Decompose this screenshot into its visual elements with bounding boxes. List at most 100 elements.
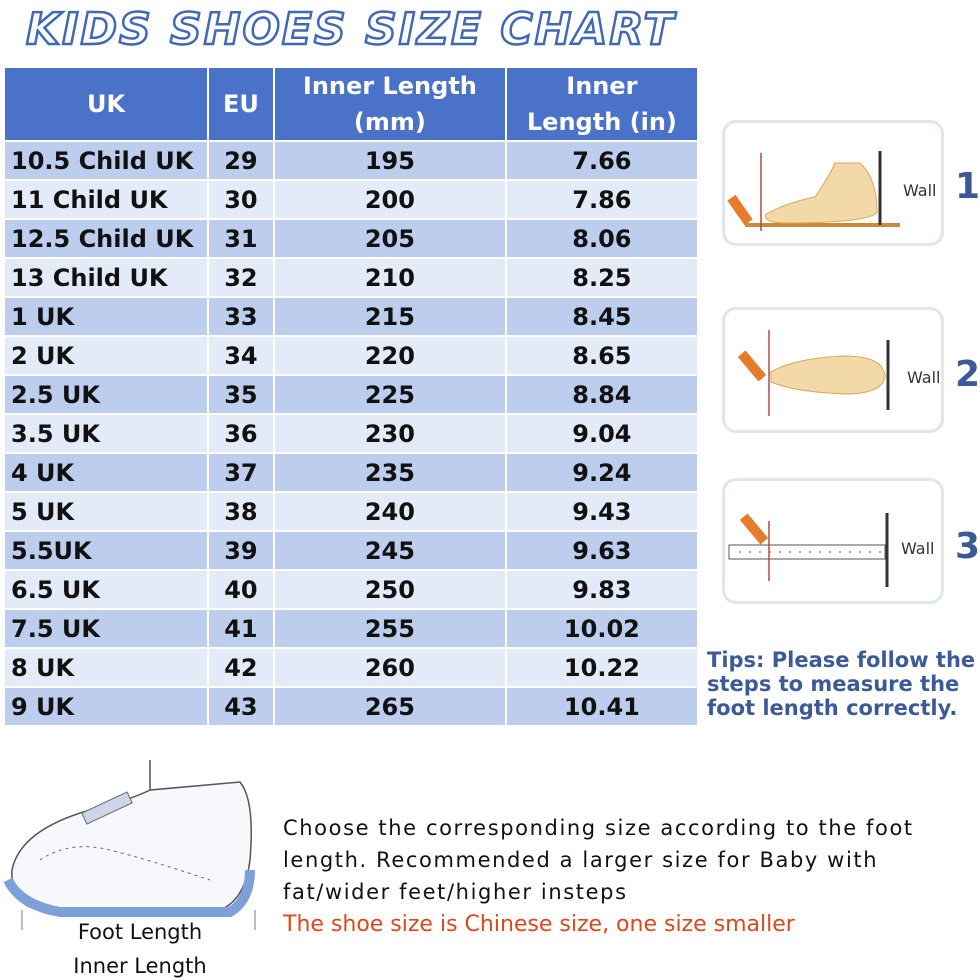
table-cell: 8.45 bbox=[504, 296, 699, 337]
table-row: 7.5 UK 41 255 10.02 bbox=[3, 608, 699, 649]
table-row: 3.5 UK 36 230 9.04 bbox=[3, 413, 699, 454]
size-table: UK EU Inner Length (mm) Inner Length (in) 1… bbox=[3, 66, 699, 727]
table-row: 13 Child UK 32 210 8.25 bbox=[3, 257, 699, 298]
step-image: Wall bbox=[722, 478, 944, 604]
table-cell: 7.5 UK bbox=[3, 608, 209, 649]
table-cell: 9 UK bbox=[3, 686, 209, 727]
table-cell: 41 bbox=[207, 608, 275, 649]
table-cell: 39 bbox=[207, 530, 275, 571]
table-cell: 245 bbox=[272, 530, 507, 571]
table-cell: 9.63 bbox=[504, 530, 699, 571]
table-cell: 265 bbox=[272, 686, 507, 727]
step-number: 1 bbox=[955, 166, 980, 207]
table-cell: 4 UK bbox=[3, 452, 209, 493]
table-cell: 35 bbox=[207, 374, 275, 415]
wall-label: Wall bbox=[903, 181, 937, 200]
table-cell: 10.41 bbox=[504, 686, 699, 727]
header-cell: Inner Length (in) bbox=[504, 66, 699, 142]
header-row: UK EU Inner Length (mm) Inner Length (in) bbox=[3, 66, 699, 142]
table-cell: 215 bbox=[272, 296, 507, 337]
table-cell: 250 bbox=[272, 569, 507, 610]
header-cell: UK bbox=[3, 66, 209, 142]
title: KIDS SHOES SIZE CHART bbox=[25, 3, 676, 57]
table-cell: 8.84 bbox=[504, 374, 699, 415]
table-cell: 195 bbox=[272, 140, 507, 181]
table-cell: 7.86 bbox=[504, 179, 699, 220]
shoe-drawing bbox=[3, 760, 256, 930]
inner-length-label: Inner Length bbox=[73, 954, 207, 978]
table-cell: 34 bbox=[207, 335, 275, 376]
size-note: The shoe size is Chinese size, one size … bbox=[283, 912, 795, 937]
table-cell: 6.5 UK bbox=[3, 569, 209, 610]
table-cell: 200 bbox=[272, 179, 507, 220]
table-row: 4 UK 37 235 9.24 bbox=[3, 452, 699, 493]
table-cell: 8 UK bbox=[3, 647, 209, 688]
step-image: Wall bbox=[722, 120, 944, 246]
table-cell: 240 bbox=[272, 491, 507, 532]
table-cell: 8.65 bbox=[504, 335, 699, 376]
table-cell: 2.5 UK bbox=[3, 374, 209, 415]
table-cell: 9.43 bbox=[504, 491, 699, 532]
table-cell: 205 bbox=[272, 218, 507, 259]
table-cell: 9.04 bbox=[504, 413, 699, 454]
table-row: 12.5 Child UK 31 205 8.06 bbox=[3, 218, 699, 259]
table-cell: 29 bbox=[207, 140, 275, 181]
table-cell: 32 bbox=[207, 257, 275, 298]
header-cell: Inner Length (mm) bbox=[272, 66, 507, 142]
ruler-drawing bbox=[728, 513, 889, 587]
table-cell: 10.22 bbox=[504, 647, 699, 688]
tips: Tips: Please follow the steps to measure… bbox=[707, 648, 976, 720]
table-cell: 260 bbox=[272, 647, 507, 688]
table-cell: 13 Child UK bbox=[3, 257, 209, 298]
table-cell: 33 bbox=[207, 296, 275, 337]
table-row: 8 UK 42 260 10.22 bbox=[3, 647, 699, 688]
table-cell: 43 bbox=[207, 686, 275, 727]
step-number: 2 bbox=[955, 354, 980, 395]
table-cell: 30 bbox=[207, 179, 275, 220]
table-cell: 8.25 bbox=[504, 257, 699, 298]
step-image: Wall bbox=[722, 307, 944, 433]
table-cell: 38 bbox=[207, 491, 275, 532]
table-row: 2.5 UK 35 225 8.84 bbox=[3, 374, 699, 415]
table-row: 1 UK 33 215 8.45 bbox=[3, 296, 699, 337]
table-row: 5 UK 38 240 9.43 bbox=[3, 491, 699, 532]
table-cell: 2 UK bbox=[3, 335, 209, 376]
header-cell: EU bbox=[207, 66, 275, 142]
foot-length-label: Foot Length bbox=[77, 920, 203, 944]
table-cell: 11 Child UK bbox=[3, 179, 209, 220]
table-cell: 9.83 bbox=[504, 569, 699, 610]
wall-label: Wall bbox=[901, 539, 935, 558]
table-row: 5.5UK 39 245 9.63 bbox=[3, 530, 699, 571]
table-row: 6.5 UK 40 250 9.83 bbox=[3, 569, 699, 610]
table-cell: 8.06 bbox=[504, 218, 699, 259]
table-cell: 31 bbox=[207, 218, 275, 259]
table-row: 11 Child UK 30 200 7.86 bbox=[3, 179, 699, 220]
table-row: 2 UK 34 220 8.65 bbox=[3, 335, 699, 376]
description: Choose the corresponding size according … bbox=[283, 816, 914, 904]
table-cell: 12.5 Child UK bbox=[3, 218, 209, 259]
table-cell: 37 bbox=[207, 452, 275, 493]
table-cell: 9.24 bbox=[504, 452, 699, 493]
table-cell: 10.5 Child UK bbox=[3, 140, 209, 181]
table-row: 9 UK 43 265 10.41 bbox=[3, 686, 699, 727]
table-body: 10.5 Child UK 29 195 7.66 11 Child UK 30 200 7.… bbox=[3, 140, 699, 727]
foot-drawing bbox=[737, 330, 890, 416]
table-row: 10.5 Child UK 29 195 7.66 bbox=[3, 140, 699, 181]
table-cell: 42 bbox=[207, 647, 275, 688]
wall-label: Wall bbox=[907, 368, 941, 387]
table-cell: 5 UK bbox=[3, 491, 209, 532]
table-cell: 40 bbox=[207, 569, 275, 610]
foot-drawing bbox=[727, 151, 900, 231]
table-cell: 7.66 bbox=[504, 140, 699, 181]
table-cell: 230 bbox=[272, 413, 507, 454]
table-cell: 10.02 bbox=[504, 608, 699, 649]
table-cell: 5.5UK bbox=[3, 530, 209, 571]
table-cell: 210 bbox=[272, 257, 507, 298]
table-cell: 3.5 UK bbox=[3, 413, 209, 454]
table-cell: 1 UK bbox=[3, 296, 209, 337]
table-cell: 225 bbox=[272, 374, 507, 415]
table-cell: 255 bbox=[272, 608, 507, 649]
table-cell: 235 bbox=[272, 452, 507, 493]
table-cell: 36 bbox=[207, 413, 275, 454]
